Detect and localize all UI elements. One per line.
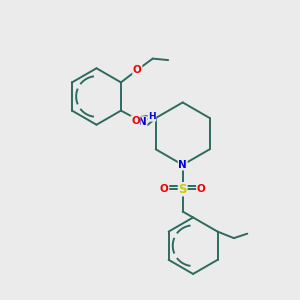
Text: O: O: [133, 65, 142, 75]
Text: S: S: [178, 183, 187, 196]
Text: O: O: [160, 184, 169, 194]
Text: H: H: [148, 112, 156, 121]
Text: N: N: [138, 117, 147, 127]
Text: O: O: [197, 184, 206, 194]
Text: O: O: [131, 116, 140, 126]
Text: N: N: [178, 160, 187, 170]
